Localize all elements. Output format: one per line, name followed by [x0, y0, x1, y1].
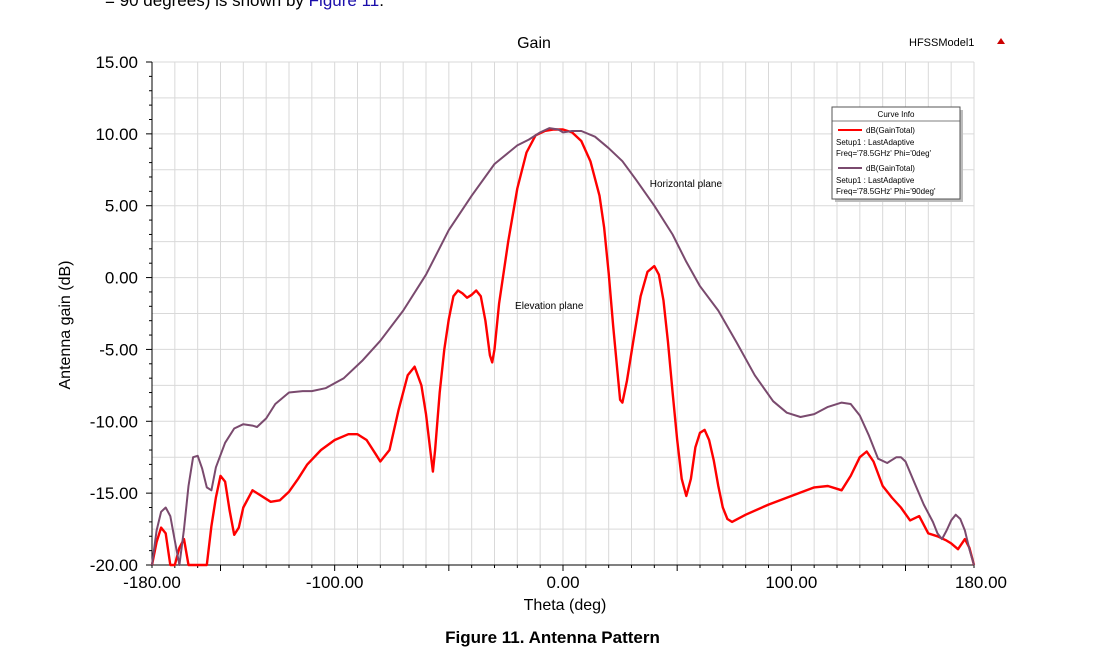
- curve-info-legend: Curve Info dB(GainTotal) Setup1 : LastAd…: [831, 106, 963, 202]
- figure-link[interactable]: Figure 11: [308, 0, 380, 10]
- annotation-label: Horizontal plane: [650, 179, 723, 190]
- intro-suffix: .: [379, 0, 384, 10]
- chart-title: Gain: [517, 35, 551, 52]
- model-caret-icon[interactable]: [997, 38, 1005, 44]
- x-tick-label: -180.00: [123, 573, 181, 592]
- x-tick-label: -100.00: [306, 573, 364, 592]
- y-tick-label: -15.00: [90, 484, 138, 503]
- gain-chart: 15.00 10.00 5.00 0.00 -5.00 -10.00 -15.00 -20.0…: [57, 35, 1007, 614]
- y-tick-label: -5.00: [99, 340, 138, 359]
- legend-entry-1-line-2: Setup1 : LastAdaptive: [836, 138, 915, 147]
- x-axis-title: Theta (deg): [524, 597, 607, 614]
- y-tick-label: -20.00: [90, 556, 138, 575]
- annotations: Horizontal plane Elevation plane: [515, 179, 722, 312]
- legend-entry-1-line-1: dB(GainTotal): [866, 126, 915, 135]
- y-axis-title: Antenna gain (dB): [57, 261, 74, 390]
- annotation-label: Elevation plane: [515, 301, 584, 312]
- legend-box: [831, 106, 961, 200]
- model-label: HFSSModel1: [909, 37, 974, 49]
- figure-caption: Figure 11. Antenna Pattern: [445, 628, 660, 647]
- series-elevation-line: [150, 128, 976, 567]
- x-tick-label: 180.00: [955, 573, 1007, 592]
- legend-entry-2-line-1: dB(GainTotal): [866, 164, 915, 173]
- y-tick-label: 5.00: [105, 197, 138, 216]
- x-tick-label: 0.00: [546, 573, 579, 592]
- grid: [152, 61, 975, 565]
- intro-text: = 90 degrees) is shown by Figure 11.: [105, 0, 384, 11]
- series-horizontal-line: [151, 127, 975, 566]
- y-tick-label: 15.00: [95, 53, 138, 72]
- y-tick-label: 0.00: [105, 269, 138, 288]
- x-tick-labels: -180.00 -100.00 0.00 100.00 180.00: [123, 573, 1007, 592]
- legend-entry-1-line-3: Freq='78.5GHz' Phi='0deg': [836, 149, 932, 158]
- y-tick-labels: 15.00 10.00 5.00 0.00 -5.00 -10.00 -15.00 -20.0…: [90, 53, 138, 575]
- y-tick-label: 10.00: [95, 125, 138, 144]
- x-tick-label: 100.00: [765, 573, 817, 592]
- y-tick-label: -10.00: [90, 412, 138, 431]
- legend-entry-2-line-3: Freq='78.5GHz' Phi='90deg': [836, 187, 936, 196]
- legend-entry-2-line-2: Setup1 : LastAdaptive: [836, 176, 915, 185]
- intro-prefix: = 90 degrees) is shown by: [105, 0, 309, 10]
- legend-title: Curve Info: [878, 110, 915, 119]
